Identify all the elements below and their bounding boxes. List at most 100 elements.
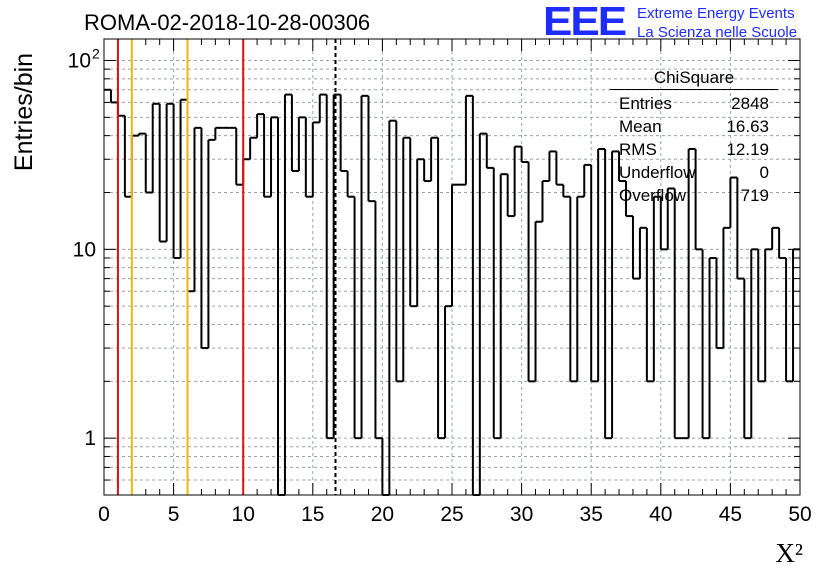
stats-label: Underflow: [619, 163, 696, 182]
histogram-bin: [179, 98, 188, 258]
histogram-bin: [611, 150, 620, 439]
histogram-bin: [659, 196, 668, 251]
histogram-bin: [165, 102, 174, 242]
histogram-bin: [757, 249, 766, 383]
histogram-bin: [701, 249, 710, 440]
histogram-bin: [256, 113, 265, 138]
histogram-bin: [604, 148, 613, 440]
histogram-bin: [214, 126, 223, 140]
histogram-bin: [123, 115, 132, 198]
histogram-bin: [242, 158, 251, 185]
histogram-bin: [618, 151, 626, 183]
stats-label: Entries: [619, 94, 672, 113]
histogram-bin: [151, 102, 160, 193]
histogram-bin: [736, 177, 745, 280]
stats-row-underflow: Underflow 0: [610, 161, 778, 184]
histogram-bin: [283, 93, 292, 495]
histogram-bin: [771, 226, 780, 250]
histogram-bin: [464, 94, 473, 185]
histogram-bin: [569, 196, 578, 383]
histogram-bin: [694, 148, 703, 251]
histogram-bin: [527, 162, 536, 383]
stats-row-mean: Mean 16.63: [610, 115, 778, 138]
stats-row-entries: Entries 2848: [610, 92, 778, 115]
x-tick-label: 40: [649, 503, 672, 526]
histogram-bin: [778, 227, 787, 259]
histogram-bin: [339, 94, 348, 172]
histogram-bin: [673, 188, 682, 440]
x-tick-label: 15: [301, 503, 324, 526]
histogram-bin: [520, 146, 529, 164]
histogram-bin: [638, 226, 647, 279]
histogram-bin: [513, 145, 522, 217]
histogram-bin: [471, 95, 480, 496]
x-axis-label: X²: [775, 538, 803, 568]
x-tick-label: 45: [719, 503, 742, 526]
histogram-bin: [116, 102, 125, 117]
histogram-bin: [353, 196, 362, 440]
histogram-bin: [652, 195, 661, 382]
histogram-bin: [715, 257, 724, 350]
histogram-bin: [583, 163, 592, 197]
x-tick-label: 20: [371, 503, 394, 526]
histogram-bin: [395, 120, 404, 383]
histogram-bin: [687, 147, 696, 439]
x-tick-label: 25: [440, 503, 463, 526]
y-axis-label: Entries/bin: [10, 53, 38, 171]
logo-line-1: Extreme Energy Events: [637, 5, 795, 22]
histogram-bin: [666, 187, 675, 250]
histogram-bin: [729, 176, 738, 228]
histogram-bin: [423, 159, 432, 183]
stats-value: 2848: [731, 94, 769, 113]
histogram-bin: [555, 151, 564, 186]
histogram-bin: [297, 116, 306, 171]
histogram-bin: [597, 147, 606, 382]
histogram-bin: [534, 220, 543, 382]
x-tick-label: 10: [232, 503, 255, 526]
histogram-bin: [576, 195, 585, 382]
x-tick-label: 35: [580, 503, 603, 526]
histogram-bin: [492, 167, 501, 440]
histogram-bin: [631, 216, 640, 280]
histogram-bin: [200, 127, 209, 350]
histogram-bin: [625, 181, 633, 218]
histogram-bin: [750, 248, 759, 439]
logo-mark: EEE: [543, 0, 627, 45]
stats-label: Overflow: [619, 186, 687, 205]
histogram-bin: [437, 137, 446, 440]
stats-row-overflow: Overflow 719: [610, 184, 778, 207]
stats-value: 12.19: [726, 140, 769, 159]
x-tick-label: 0: [98, 503, 110, 526]
histogram-bin: [645, 227, 654, 383]
histogram-bin: [367, 95, 376, 203]
y-tick-label-exponent: 2: [92, 46, 100, 62]
histogram-bin: [541, 180, 550, 222]
histogram-bin: [764, 248, 773, 382]
stats-value: 719: [740, 186, 769, 205]
histogram-bin: [785, 257, 794, 383]
stats-title: ChiSquare: [610, 68, 778, 90]
stats-value: 0: [759, 163, 769, 182]
histogram-bin: [499, 173, 508, 439]
histogram-bin: [743, 278, 752, 440]
histogram-bin: [109, 89, 118, 104]
stats-value: 16.63: [726, 117, 769, 136]
y-tick-label: 10: [73, 238, 96, 261]
x-tick-label: 30: [510, 503, 533, 526]
histogram-bin: [485, 133, 494, 169]
y-tick-label: 1: [84, 427, 96, 450]
histogram-bin: [137, 132, 146, 136]
histogram-bin: [430, 136, 439, 182]
histogram-bin: [130, 134, 139, 197]
histogram-bin: [172, 103, 181, 259]
histogram-bin: [318, 93, 327, 123]
stats-label: RMS: [619, 140, 657, 159]
histogram-bin: [235, 127, 244, 186]
histogram-bin: [325, 94, 334, 440]
histogram-bin: [332, 93, 341, 439]
stats-row-rms: RMS 12.19: [610, 138, 778, 161]
histogram-bin: [409, 137, 418, 308]
eee-logo: EEE Extreme Energy Events La Scienza nel…: [540, 0, 830, 48]
logo-line-2: La Scienza nelle Scuole: [637, 24, 798, 41]
plot-frame: [103, 38, 801, 496]
